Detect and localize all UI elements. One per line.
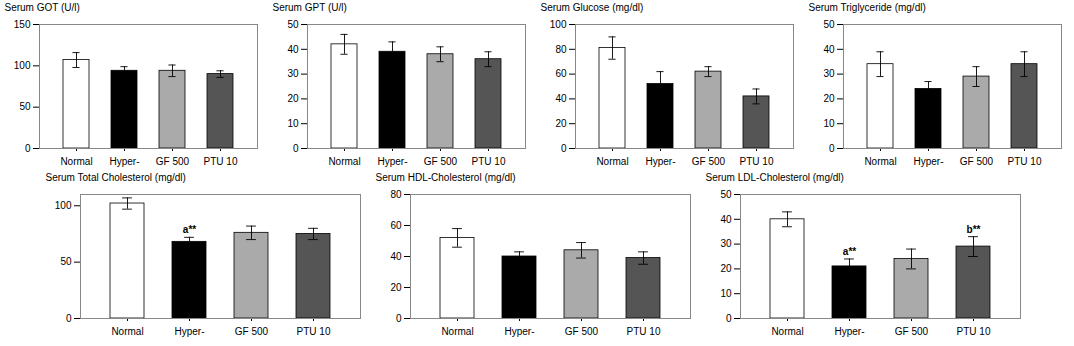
- svg-text:60: 60: [555, 68, 567, 79]
- svg-text:b**: b**: [967, 224, 981, 235]
- svg-text:10: 10: [287, 118, 299, 129]
- svg-text:150: 150: [14, 19, 31, 30]
- svg-text:0: 0: [561, 143, 567, 154]
- svg-text:0: 0: [726, 313, 732, 324]
- svg-text:Normal: Normal: [864, 156, 896, 167]
- svg-text:a**: a**: [183, 224, 196, 235]
- svg-text:20: 20: [390, 282, 402, 293]
- svg-text:PTU 10: PTU 10: [627, 326, 661, 337]
- svg-text:Serum Glucose (mg/dl): Serum Glucose (mg/dl): [541, 2, 644, 13]
- svg-text:GF 500: GF 500: [565, 326, 599, 337]
- svg-text:GF 500: GF 500: [156, 156, 190, 167]
- svg-text:50: 50: [60, 256, 72, 267]
- svg-text:Serum Triglyceride (mg/dl): Serum Triglyceride (mg/dl): [809, 2, 926, 13]
- svg-text:20: 20: [720, 263, 732, 274]
- svg-text:Normal: Normal: [60, 156, 92, 167]
- svg-text:Hyper-: Hyper-: [504, 326, 534, 337]
- svg-text:Normal: Normal: [328, 156, 360, 167]
- svg-text:0: 0: [66, 313, 72, 324]
- svg-text:GF 500: GF 500: [235, 326, 269, 337]
- svg-text:PTU 10: PTU 10: [204, 156, 238, 167]
- svg-text:PTU 10: PTU 10: [740, 156, 774, 167]
- svg-text:80: 80: [390, 189, 402, 200]
- svg-text:0: 0: [25, 143, 31, 154]
- svg-text:Hyper-: Hyper-: [109, 156, 139, 167]
- svg-text:50: 50: [287, 19, 299, 30]
- svg-text:Hyper-: Hyper-: [174, 326, 204, 337]
- svg-text:Serum Total Cholesterol (mg/dl: Serum Total Cholesterol (mg/dl): [46, 172, 186, 183]
- svg-text:80: 80: [555, 44, 567, 55]
- svg-text:40: 40: [390, 251, 402, 262]
- svg-text:30: 30: [823, 68, 835, 79]
- svg-text:20: 20: [823, 93, 835, 104]
- svg-text:50: 50: [720, 189, 732, 200]
- svg-text:60: 60: [390, 220, 402, 231]
- svg-text:PTU 10: PTU 10: [472, 156, 506, 167]
- svg-text:0: 0: [293, 143, 299, 154]
- svg-text:GF 500: GF 500: [692, 156, 726, 167]
- svg-text:GF 500: GF 500: [895, 326, 929, 337]
- svg-text:PTU 10: PTU 10: [297, 326, 331, 337]
- svg-text:Normal: Normal: [441, 326, 473, 337]
- svg-text:30: 30: [720, 238, 732, 249]
- svg-text:10: 10: [823, 118, 835, 129]
- svg-text:40: 40: [287, 44, 299, 55]
- svg-text:Serum GOT (U/l): Serum GOT (U/l): [5, 2, 80, 13]
- svg-text:GF 500: GF 500: [424, 156, 458, 167]
- svg-text:50: 50: [823, 19, 835, 30]
- svg-text:Hyper-: Hyper-: [913, 156, 943, 167]
- svg-text:40: 40: [823, 44, 835, 55]
- svg-text:Normal: Normal: [771, 326, 803, 337]
- svg-text:Serum LDL-Cholesterol (mg/dl): Serum LDL-Cholesterol (mg/dl): [706, 172, 844, 183]
- svg-text:Serum HDL-Cholesterol (mg/dl): Serum HDL-Cholesterol (mg/dl): [376, 172, 516, 183]
- svg-text:40: 40: [720, 214, 732, 225]
- svg-text:50: 50: [19, 101, 31, 112]
- svg-text:Serum GPT (U/l): Serum GPT (U/l): [273, 2, 347, 13]
- svg-text:0: 0: [829, 143, 835, 154]
- svg-text:20: 20: [555, 118, 567, 129]
- svg-text:Hyper-: Hyper-: [645, 156, 675, 167]
- svg-text:Hyper-: Hyper-: [377, 156, 407, 167]
- svg-text:100: 100: [55, 200, 72, 211]
- svg-text:PTU 10: PTU 10: [957, 326, 991, 337]
- svg-text:100: 100: [550, 19, 567, 30]
- svg-text:40: 40: [555, 93, 567, 104]
- svg-text:100: 100: [14, 60, 31, 71]
- svg-text:GF 500: GF 500: [960, 156, 994, 167]
- svg-text:a**: a**: [843, 246, 856, 257]
- svg-text:Normal: Normal: [596, 156, 628, 167]
- svg-text:PTU 10: PTU 10: [1008, 156, 1042, 167]
- svg-text:20: 20: [287, 93, 299, 104]
- svg-text:10: 10: [720, 288, 732, 299]
- svg-text:30: 30: [287, 68, 299, 79]
- svg-text:Normal: Normal: [111, 326, 143, 337]
- svg-text:0: 0: [396, 313, 402, 324]
- svg-text:Hyper-: Hyper-: [834, 326, 864, 337]
